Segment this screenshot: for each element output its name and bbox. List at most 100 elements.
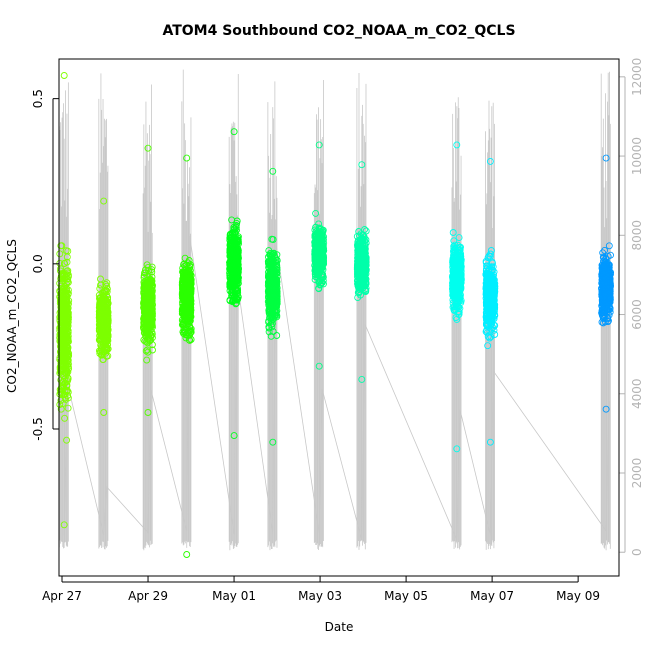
data-point: [234, 293, 242, 301]
data-point: [183, 268, 191, 276]
data-point: [491, 310, 499, 318]
data-point: [227, 242, 235, 249]
data-point-max: [358, 161, 366, 169]
altitude-transit-line: [63, 235, 610, 541]
data-point: [140, 272, 148, 279]
data-point: [491, 331, 499, 338]
data-point: [313, 257, 320, 265]
x-axis-label: Date: [325, 620, 354, 634]
data-point: [63, 275, 71, 283]
data-point-max: [183, 154, 191, 162]
data-point: [100, 290, 108, 297]
data-point: [599, 249, 607, 257]
data-point: [598, 311, 606, 319]
data-point: [233, 287, 241, 295]
data-point: [187, 325, 195, 333]
data-point: [63, 362, 71, 370]
data-point: [269, 328, 277, 336]
data-point: [62, 270, 70, 278]
data-point: [312, 231, 320, 239]
data-point: [268, 313, 276, 321]
right-tick-label: 8000: [630, 220, 644, 251]
data-point: [181, 254, 189, 262]
data-point: [358, 236, 365, 244]
data-point: [490, 294, 498, 302]
axes: Apr 27 Apr 29 May 01 May 03 May 05 May 07 May …: [31, 58, 644, 603]
data-point: [265, 247, 273, 255]
y-tick-label: 0.5: [31, 89, 45, 108]
data-point-max: [315, 141, 323, 149]
data-point: [57, 265, 65, 273]
data-point: [104, 324, 112, 332]
data-point: [318, 247, 325, 255]
data-point: [99, 289, 107, 296]
data-point: [148, 341, 156, 349]
data-point-min: [453, 445, 461, 453]
data-point: [141, 288, 149, 296]
data-point: [357, 272, 364, 280]
data-point: [140, 299, 148, 307]
data-point: [228, 252, 236, 260]
data-point: [184, 284, 192, 292]
data-point: [354, 247, 362, 255]
data-point: [179, 288, 187, 296]
data-point: [102, 339, 109, 347]
data-point: [266, 280, 274, 288]
data-point: [354, 264, 362, 272]
data-point: [482, 313, 490, 321]
data-point: [604, 314, 612, 322]
data-point: [449, 247, 457, 255]
data-point: [63, 348, 71, 356]
data-point: [62, 353, 70, 361]
data-point: [100, 318, 108, 326]
data-point: [488, 296, 496, 304]
right-tick-label: 6000: [630, 299, 644, 330]
data-point: [233, 296, 241, 304]
data-point-min: [230, 432, 238, 440]
data-point: [605, 273, 612, 281]
data-point: [361, 246, 369, 254]
data-point: [598, 307, 606, 315]
data-point: [317, 237, 325, 245]
data-point: [59, 310, 67, 318]
data-point: [61, 369, 69, 377]
data-point: [605, 269, 613, 277]
data-point: [64, 404, 72, 412]
chart-title: ATOM4 Southbound CO2_NOAA_m_CO2_QCLS: [162, 23, 515, 39]
data-point: [604, 300, 612, 308]
data-point: [187, 296, 194, 304]
data-point: [267, 332, 275, 340]
data-point: [354, 289, 362, 296]
data-point: [268, 292, 276, 300]
data-point: [185, 257, 193, 264]
data-point: [598, 318, 606, 326]
data-point: [147, 286, 155, 294]
data-point: [483, 262, 490, 270]
data-point: [600, 300, 608, 308]
data-point: [57, 338, 65, 346]
data-point: [453, 291, 461, 299]
data-point: [229, 274, 237, 281]
data-point: [97, 331, 105, 339]
data-point: [231, 225, 239, 233]
data-point: [141, 326, 149, 334]
data-point: [96, 350, 104, 357]
data-point: [63, 436, 71, 444]
data-point: [359, 251, 367, 259]
data-point: [452, 262, 460, 270]
data-point: [607, 251, 614, 259]
data-point: [600, 254, 608, 262]
data-point: [491, 322, 499, 329]
data-point: [484, 289, 492, 297]
data-point: [144, 276, 152, 284]
data-point: [232, 241, 239, 249]
data-point: [62, 395, 70, 403]
data-point: [148, 330, 156, 338]
data-point: [605, 283, 612, 291]
data-point: [231, 286, 239, 294]
data-point: [183, 308, 191, 316]
data-point: [490, 268, 498, 276]
data-point: [273, 284, 281, 292]
data-point: [149, 346, 156, 354]
